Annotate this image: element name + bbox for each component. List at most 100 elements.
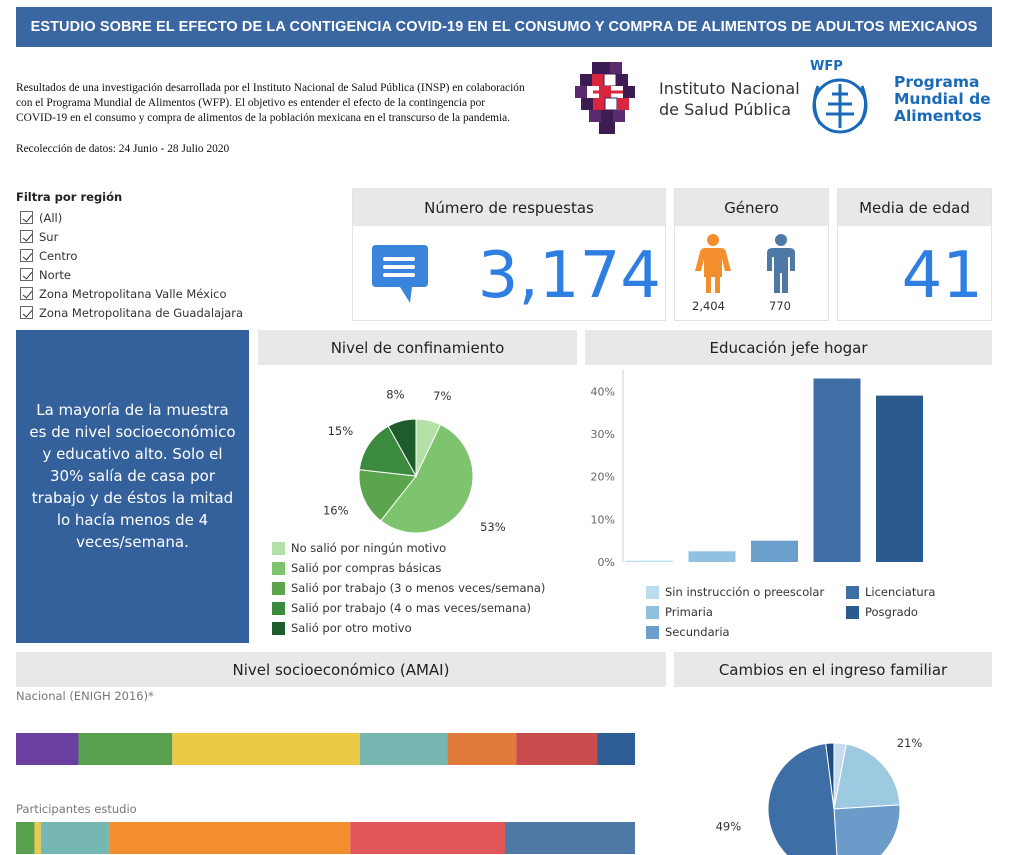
- responses-title: Número de respuestas: [353, 189, 665, 226]
- legend-item: Salió por trabajo (4 o mas veces/semana): [272, 598, 545, 618]
- stacked-segment[interactable]: [16, 822, 35, 854]
- stacked-segment[interactable]: [16, 733, 79, 765]
- legend-item: No salió por ningún motivo: [272, 538, 545, 558]
- legend-item: Salió por otro motivo: [272, 618, 545, 638]
- pie-slice[interactable]: [825, 742, 835, 810]
- education-legend-col-2: Licenciatura Posgrado: [846, 582, 935, 622]
- pie-value-label: 7%: [433, 389, 451, 403]
- filter-item-all[interactable]: (All): [20, 208, 243, 227]
- legend-label: Sin instrucción o preescolar: [665, 585, 825, 599]
- legend-item: Salió por compras básicas: [272, 558, 545, 578]
- chat-icon: [372, 245, 428, 303]
- filter-item-zmg[interactable]: Zona Metropolitana de Guadalajara: [20, 303, 243, 322]
- legend-swatch: [646, 585, 659, 599]
- stacked-segment[interactable]: [597, 733, 635, 765]
- education-bar[interactable]: [688, 551, 736, 562]
- stacked-segment[interactable]: [516, 733, 598, 765]
- legend-label: Salió por otro motivo: [291, 621, 412, 635]
- education-legend-col-1: Sin instrucción o preescolar Primaria Se…: [646, 582, 824, 642]
- legend-label: Salió por trabajo (4 o mas veces/semana): [291, 601, 531, 615]
- stacked-segment[interactable]: [78, 733, 173, 765]
- insp-name-line-1: Instituto Nacional: [659, 79, 800, 98]
- pie-slice[interactable]: [387, 418, 417, 478]
- legend-swatch: [846, 605, 859, 619]
- gender-card: Género 2,404 770: [674, 188, 829, 321]
- filter-item-norte[interactable]: Norte: [20, 265, 243, 284]
- stacked-segment[interactable]: [359, 733, 448, 765]
- confinement-title: Nivel de confinamiento: [258, 330, 577, 365]
- age-card: Media de edad 41: [837, 188, 992, 321]
- collection-dates: Recolección de datos: 24 Junio - 28 Juli…: [16, 143, 230, 155]
- pie-value-label: 15%: [328, 424, 354, 438]
- legend-swatch: [272, 581, 285, 595]
- education-bar[interactable]: [626, 560, 673, 562]
- pie-slice[interactable]: [380, 423, 474, 534]
- female-icon: [695, 234, 731, 293]
- stacked-segment[interactable]: [108, 822, 351, 854]
- stacked-segment[interactable]: [40, 822, 109, 854]
- checkbox-icon[interactable]: [20, 306, 33, 319]
- pie-value-label: 8%: [386, 387, 404, 401]
- y-tick-label: 0%: [598, 556, 615, 569]
- legend-swatch: [272, 621, 285, 635]
- filter-item-label: (All): [39, 210, 63, 225]
- legend-label: No salió por ningún motivo: [291, 541, 447, 555]
- legend-label: Salió por trabajo (3 o menos veces/seman…: [291, 581, 546, 595]
- legend-label: Primaria: [665, 605, 713, 619]
- stacked-segment[interactable]: [350, 822, 506, 854]
- filter-item-label: Zona Metropolitana Valle México: [39, 286, 227, 301]
- wfp-name: Programa Mundial de Alimentos: [894, 74, 991, 125]
- pie-slice[interactable]: [358, 425, 417, 477]
- income-title: Cambios en el ingreso familiar: [674, 652, 992, 687]
- y-tick-label: 20%: [591, 471, 615, 484]
- insp-name: Instituto Nacional de Salud Pública: [659, 78, 800, 120]
- education-bar[interactable]: [876, 395, 923, 562]
- legend-label: Salió por compras básicas: [291, 561, 442, 575]
- legend-item: Posgrado: [846, 602, 935, 622]
- wfp-name-line-1: Programa: [894, 73, 980, 91]
- checkbox-icon[interactable]: [20, 287, 33, 300]
- pie-value-label: 53%: [480, 520, 506, 534]
- pie-slice[interactable]: [358, 469, 417, 522]
- y-tick-label: 10%: [591, 513, 615, 526]
- filter-item-label: Norte: [39, 267, 71, 282]
- legend-label: Secundaria: [665, 625, 730, 639]
- pie-slice[interactable]: [833, 804, 901, 855]
- legend-item: Licenciatura: [846, 582, 935, 602]
- wfp-name-line-2: Mundial de: [894, 90, 991, 108]
- pie-slice[interactable]: [833, 743, 901, 810]
- legend-item: Salió por trabajo (3 o menos veces/seman…: [272, 578, 545, 598]
- checkbox-icon[interactable]: [20, 211, 33, 224]
- checkbox-icon[interactable]: [20, 268, 33, 281]
- wfp-acronym: WFP: [810, 59, 843, 74]
- age-value: 41: [901, 239, 983, 313]
- y-tick-label: 40%: [591, 385, 615, 398]
- age-title: Media de edad: [838, 189, 991, 226]
- stacked-segment[interactable]: [447, 733, 517, 765]
- socioeconomic-stacked-bars: [16, 733, 635, 854]
- stacked-segment[interactable]: [172, 733, 360, 765]
- legend-label: Posgrado: [865, 605, 918, 619]
- stacked-segment[interactable]: [505, 822, 635, 854]
- legend-swatch: [646, 625, 659, 639]
- checkbox-icon[interactable]: [20, 249, 33, 262]
- intro-line-2: con el Programa Mundial de Alimentos (WF…: [16, 97, 486, 109]
- legend-label: Licenciatura: [865, 585, 936, 599]
- legend-item: Sin instrucción o preescolar: [646, 582, 824, 602]
- wfp-wreath-icon: [812, 78, 868, 134]
- education-bar[interactable]: [813, 378, 861, 562]
- filter-item-centro[interactable]: Centro: [20, 246, 243, 265]
- responses-card: Número de respuestas 3,174: [352, 188, 666, 321]
- socioeconomic-title: Nivel socioeconómico (AMAI): [16, 652, 666, 687]
- participantes-label: Participantes estudio: [16, 802, 137, 816]
- male-icon: [767, 234, 795, 293]
- legend-item: Primaria: [646, 602, 824, 622]
- filter-item-sur[interactable]: Sur: [20, 227, 243, 246]
- pie-slice[interactable]: [767, 742, 838, 855]
- y-tick-label: 30%: [591, 428, 615, 441]
- education-bar[interactable]: [751, 540, 798, 562]
- filter-item-label: Centro: [39, 248, 78, 263]
- stacked-segment[interactable]: [34, 822, 41, 854]
- checkbox-icon[interactable]: [20, 230, 33, 243]
- filter-item-zmvm[interactable]: Zona Metropolitana Valle México: [20, 284, 243, 303]
